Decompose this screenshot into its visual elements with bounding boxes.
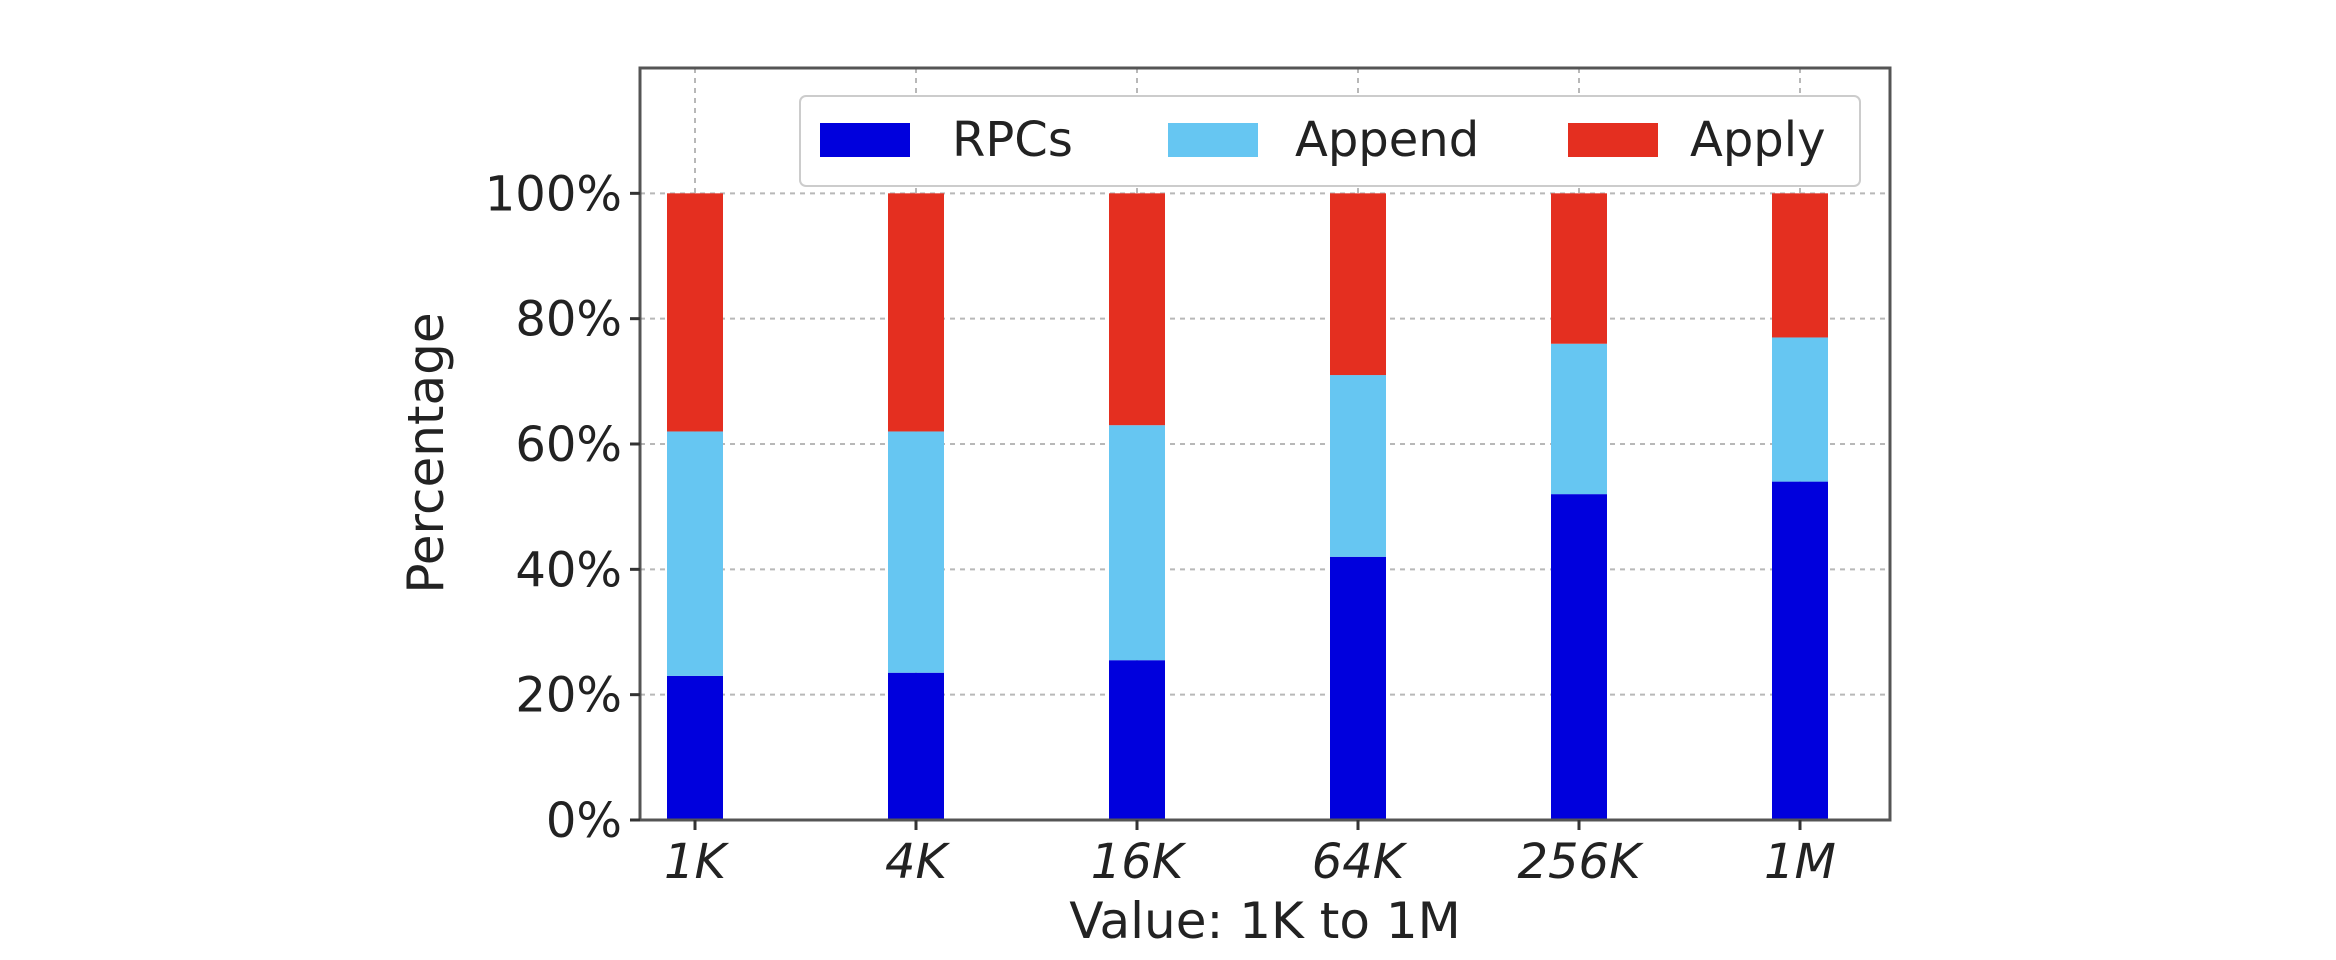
bar-append-4k <box>888 431 944 673</box>
x-tick-label: 64K <box>1312 834 1408 890</box>
x-tick-label: 256K <box>1517 834 1644 890</box>
bars-layer <box>667 193 1828 820</box>
legend-label-append: Append <box>1295 112 1479 168</box>
legend-label-apply: Apply <box>1690 112 1826 168</box>
legend-label-rpcs: RPCs <box>952 112 1073 168</box>
bar-rpcs-256k <box>1551 494 1607 820</box>
bar-append-1k <box>667 431 723 676</box>
bar-apply-1k <box>667 193 723 432</box>
x-tick-label: 1M <box>1764 834 1836 890</box>
ticks-layer: 0% 20% 40% 60% 80% 100% 1K 4K 16K 64K 256K 1M <box>485 166 1836 890</box>
y-tick-label: 0% <box>546 793 622 849</box>
y-tick-label: 60% <box>515 417 622 473</box>
x-axis-label: Value: 1K to 1M <box>1069 892 1461 950</box>
y-tick-label: 20% <box>515 668 622 724</box>
legend-box <box>799 95 1861 187</box>
bar-apply-1m <box>1772 193 1828 338</box>
y-tick-label: 40% <box>515 542 622 598</box>
legend-swatch-rpcs <box>820 123 910 157</box>
bar-rpcs-1k <box>667 675 723 820</box>
x-tick-label: 4K <box>885 834 951 890</box>
bar-apply-16k <box>1109 193 1165 426</box>
bar-rpcs-64k <box>1330 556 1386 820</box>
bar-append-16k <box>1109 425 1165 661</box>
y-axis-label: Percentage <box>397 312 455 593</box>
y-tick-label: 100% <box>485 166 622 222</box>
bar-rpcs-16k <box>1109 660 1165 820</box>
bar-append-256k <box>1551 343 1607 495</box>
x-tick-label: 1K <box>664 834 730 890</box>
legend-swatch-append <box>1168 123 1258 157</box>
bar-apply-64k <box>1330 193 1386 376</box>
bar-rpcs-1m <box>1772 481 1828 820</box>
bar-rpcs-4k <box>888 672 944 820</box>
bar-apply-4k <box>888 193 944 432</box>
bar-apply-256k <box>1551 193 1607 344</box>
legend: RPCs Append Apply <box>799 95 1861 187</box>
bar-append-64k <box>1330 375 1386 557</box>
bar-append-1m <box>1772 337 1828 482</box>
x-tick-label: 16K <box>1091 834 1187 890</box>
y-tick-label: 80% <box>515 292 622 348</box>
legend-swatch-apply <box>1568 123 1658 157</box>
